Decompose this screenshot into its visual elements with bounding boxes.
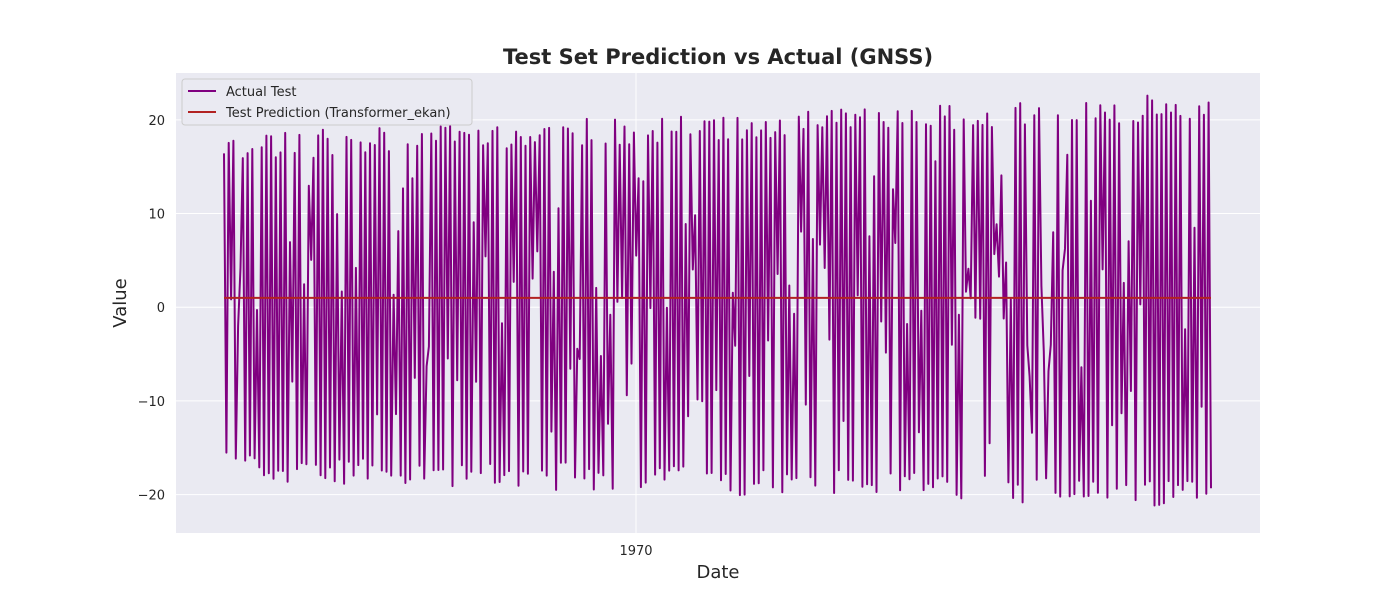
x-axis-ticks: 1970 bbox=[619, 544, 652, 559]
legend-box bbox=[181, 78, 473, 126]
y-axis-label: Value bbox=[110, 278, 131, 327]
y-tick-label: 0 bbox=[157, 301, 165, 316]
series-layer bbox=[223, 94, 1212, 507]
y-tick-label: 10 bbox=[148, 208, 165, 223]
legend: Actual Test Test Prediction (Transformer… bbox=[181, 78, 473, 126]
x-tick-label: 1970 bbox=[619, 544, 652, 559]
legend-label-test-prediction: Test Prediction (Transformer_ekan) bbox=[225, 106, 451, 121]
legend-label-actual-test: Actual Test bbox=[226, 85, 296, 100]
y-tick-label: −10 bbox=[138, 395, 165, 410]
y-tick-label: 20 bbox=[148, 114, 165, 129]
y-tick-label: −20 bbox=[138, 489, 165, 504]
series-line-actual-test bbox=[223, 94, 1212, 507]
y-axis-ticks: −20 −10 0 10 20 bbox=[138, 114, 165, 504]
chart-title: Test Set Prediction vs Actual (GNSS) bbox=[503, 45, 933, 69]
x-axis-label: Date bbox=[696, 562, 739, 583]
